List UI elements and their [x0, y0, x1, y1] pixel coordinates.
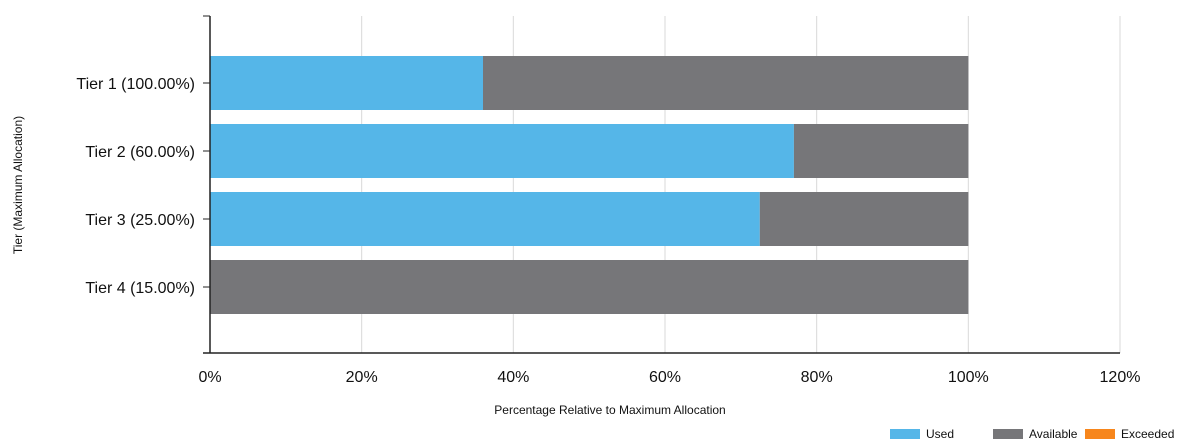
bar-used-1: [210, 56, 483, 110]
bar-available-3: [759, 192, 969, 246]
x-tick-label: 80%: [801, 369, 833, 386]
y-tick-label: Tier 3 (25.00%): [85, 212, 195, 229]
legend-label-available: Available: [1029, 427, 1078, 441]
bars: [210, 56, 969, 314]
y-tick-labels: Tier 1 (100.00%) Tier 2 (60.00%) Tier 3 (2…: [76, 76, 195, 297]
bar-available-1: [483, 56, 969, 110]
legend: Used Available Exceeded: [890, 427, 1174, 441]
legend-swatch-available: [993, 429, 1023, 439]
x-tick-label: 0%: [198, 369, 221, 386]
bar-available-2: [793, 124, 969, 178]
x-axis-title: Percentage Relative to Maximum Allocatio…: [494, 403, 725, 417]
x-tick-label: 120%: [1100, 369, 1141, 386]
y-tick-label: Tier 2 (60.00%): [85, 144, 195, 161]
x-tick-label: 100%: [948, 369, 989, 386]
x-tick-label: 60%: [649, 369, 681, 386]
y-tick-label: Tier 4 (15.00%): [85, 280, 195, 297]
bar-used-2: [210, 124, 794, 178]
x-tick-label: 40%: [497, 369, 529, 386]
legend-label-used: Used: [926, 427, 954, 441]
x-tick-label: 20%: [346, 369, 378, 386]
legend-label-exceeded: Exceeded: [1121, 427, 1174, 441]
y-tick-label: Tier 1 (100.00%): [76, 76, 195, 93]
legend-swatch-exceeded: [1085, 429, 1115, 439]
axes: [203, 15, 1120, 354]
bar-available-4: [210, 260, 969, 314]
bar-used-3: [210, 192, 760, 246]
x-tick-labels: 0% 20% 40% 60% 80% 100% 120%: [198, 369, 1140, 386]
legend-swatch-used: [890, 429, 920, 439]
y-axis-title: Tier (Maximum Allocation): [11, 116, 25, 254]
